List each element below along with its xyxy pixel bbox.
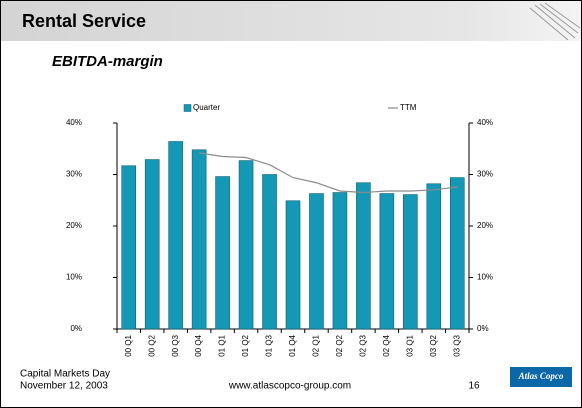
x-tick-label: 01 Q3 (265, 334, 274, 356)
x-tick-label: 02 Q2 (335, 334, 344, 356)
y-tick-label: 20% (66, 221, 82, 230)
bar (191, 149, 207, 330)
x-tick-label: 01 Q1 (218, 334, 227, 356)
bar (168, 141, 183, 330)
y-tick-label: 40% (66, 118, 82, 127)
ttm-line (199, 152, 458, 194)
bar (262, 174, 277, 330)
footer-date: November 12, 2003 (20, 381, 108, 392)
slide-title: Rental Service (22, 11, 146, 31)
footer-event: Capital Markets Day (20, 369, 110, 380)
x-tick-label: 03 Q3 (452, 334, 461, 356)
bar (144, 159, 160, 330)
bar (238, 160, 254, 330)
y2-tick-label: 0% (477, 324, 489, 333)
logo-box (510, 367, 572, 387)
bar (215, 176, 230, 330)
gear-decoration (529, 2, 581, 41)
x-tick-label: 00 Q3 (171, 334, 180, 356)
bar (356, 182, 371, 330)
y-tick-label: 10% (66, 273, 82, 282)
y2-tick-label: 10% (477, 273, 493, 282)
x-tick-label: 03 Q1 (405, 334, 414, 356)
header-bar (1, 1, 581, 41)
y2-tick-label: 40% (477, 118, 493, 127)
legend-swatch (183, 104, 192, 112)
legend-label: TTM (400, 103, 417, 112)
bar (379, 193, 395, 330)
x-tick-label: 02 Q4 (382, 334, 391, 356)
page-number: 16 (468, 381, 480, 392)
x-tick-label: 00 Q1 (124, 334, 133, 356)
y2-tick-label: 20% (477, 221, 493, 230)
x-tick-label: 00 Q2 (147, 334, 156, 356)
bar (309, 193, 324, 330)
x-tick-label: 02 Q1 (312, 334, 321, 356)
slide-subtitle: EBITDA-margin (52, 53, 163, 70)
y-tick-label: 30% (66, 170, 82, 179)
y2-tick-label: 30% (477, 170, 493, 179)
y-tick-label: 0% (70, 324, 82, 333)
x-tick-label: 01 Q4 (288, 334, 297, 356)
x-tick-label: 03 Q2 (429, 334, 438, 356)
x-tick-label: 00 Q4 (194, 334, 203, 356)
bar (332, 192, 348, 330)
footer-url: www.atlascopco-group.com (228, 381, 351, 392)
logo: Atlas Copco (518, 371, 564, 381)
bar (403, 194, 418, 330)
bar (449, 177, 465, 330)
bar (121, 165, 137, 330)
x-tick-label: 02 Q3 (359, 334, 368, 356)
legend-label: Quarter (193, 103, 220, 112)
bar (285, 200, 301, 330)
x-tick-label: 01 Q2 (241, 334, 250, 356)
bar (426, 183, 442, 330)
